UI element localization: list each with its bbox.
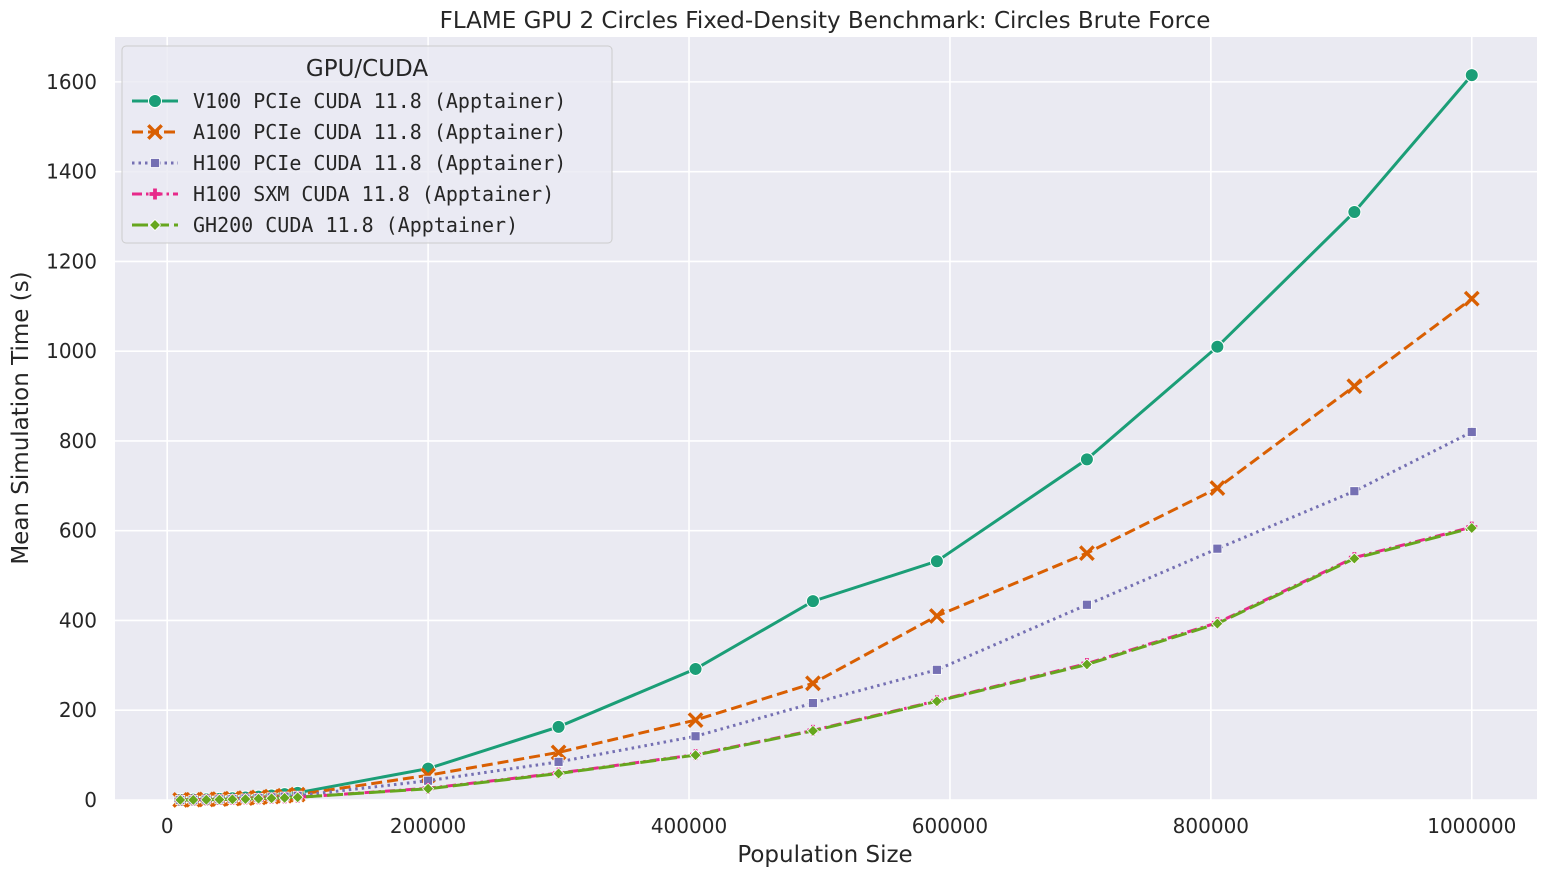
data-point	[187, 793, 200, 806]
data-point	[808, 698, 818, 708]
y-axis-title: Mean Simulation Time (s)	[8, 271, 34, 564]
data-point	[1464, 68, 1479, 83]
data-point	[239, 792, 252, 806]
y-tick-label: 600	[59, 519, 97, 543]
data-point	[1348, 552, 1361, 565]
data-point	[806, 724, 820, 737]
chart-title: FLAME GPU 2 Circles Fixed-Density Benchm…	[440, 8, 1211, 34]
legend-item: GH200 CUDA 11.8 (Apptainer)	[132, 213, 518, 237]
data-point	[1347, 205, 1362, 220]
y-tick-label: 1000	[46, 339, 97, 363]
data-point	[174, 793, 187, 807]
data-point	[688, 661, 703, 676]
data-point	[291, 791, 304, 804]
y-tick-label: 0	[84, 788, 97, 812]
legend-marker	[148, 94, 162, 108]
data-point	[687, 712, 704, 729]
y-tick-label: 200	[59, 698, 97, 722]
data-point	[928, 608, 945, 624]
data-point	[1465, 521, 1478, 535]
data-point	[551, 719, 566, 734]
x-tick-label: 800000	[1173, 814, 1249, 838]
data-point	[1349, 486, 1360, 497]
data-point	[1463, 290, 1480, 307]
data-point	[805, 675, 821, 692]
legend-marker	[150, 158, 160, 168]
legend-marker	[148, 218, 162, 232]
data-point	[213, 793, 226, 806]
data-point	[1212, 543, 1223, 554]
legend-marker	[147, 124, 163, 140]
y-tick-label: 1200	[46, 249, 97, 273]
data-point	[690, 731, 701, 742]
data-point	[1079, 545, 1095, 562]
y-tick-label: 800	[59, 429, 97, 453]
data-point	[265, 792, 278, 805]
legend-title: GPU/CUDA	[306, 56, 428, 82]
legend: GPU/CUDA V100 PCIe CUDA 11.8 (Apptainer)…	[121, 45, 613, 244]
data-point	[929, 554, 944, 569]
data-point	[252, 792, 265, 805]
data-point	[1080, 658, 1093, 671]
data-point	[550, 744, 567, 761]
data-point	[931, 664, 942, 675]
legend-item: V100 PCIe CUDA 11.8 (Apptainer)	[132, 89, 566, 113]
data-point	[278, 791, 291, 804]
y-tick-label: 1400	[46, 160, 97, 184]
data-point	[553, 756, 564, 767]
x-tick-label: 0	[161, 814, 174, 838]
series-layer	[172, 68, 1480, 808]
axis-layer: 0 200000 400000 600000 800000 1000000 0 200 400 6…	[46, 70, 1516, 838]
x-tick-label: 1000000	[1427, 814, 1516, 838]
legend-label: V100 PCIe CUDA 11.8 (Apptainer)	[193, 89, 566, 113]
x-tick-label: 600000	[912, 814, 988, 838]
data-point	[226, 793, 239, 806]
data-point	[1211, 617, 1224, 630]
legend-label: A100 PCIe CUDA 11.8 (Apptainer)	[193, 120, 566, 144]
data-point	[1209, 480, 1226, 496]
data-point	[1346, 378, 1363, 395]
data-point	[1079, 452, 1094, 467]
data-point	[1082, 599, 1092, 610]
legend-label: GH200 CUDA 11.8 (Apptainer)	[193, 213, 518, 237]
data-point	[422, 782, 435, 795]
data-point	[930, 695, 943, 708]
legend-label: H100 PCIe CUDA 11.8 (Apptainer)	[193, 151, 566, 175]
y-tick-label: 400	[59, 608, 97, 632]
data-point	[1466, 427, 1477, 437]
legend-item: A100 PCIe CUDA 11.8 (Apptainer)	[132, 120, 566, 144]
data-point	[805, 594, 820, 609]
x-tick-label: 200000	[390, 814, 466, 838]
legend-items: V100 PCIe CUDA 11.8 (Apptainer) A100 PCIe…	[132, 89, 566, 237]
grid-layer	[115, 37, 1537, 801]
x-tick-label: 400000	[651, 814, 727, 838]
data-point	[552, 767, 565, 780]
data-point	[1210, 339, 1225, 354]
legend-label: H100 SXM CUDA 11.8 (Apptainer)	[193, 182, 554, 206]
legend-box	[121, 45, 613, 244]
data-point	[200, 793, 213, 806]
y-tick-label: 1600	[46, 70, 97, 94]
legend-item: H100 SXM CUDA 11.8 (Apptainer)	[132, 182, 554, 206]
data-point	[689, 749, 702, 762]
legend-marker	[149, 188, 161, 200]
series-4	[174, 521, 1478, 807]
legend-item: H100 PCIe CUDA 11.8 (Apptainer)	[132, 151, 566, 175]
x-axis-title: Population Size	[737, 842, 912, 868]
